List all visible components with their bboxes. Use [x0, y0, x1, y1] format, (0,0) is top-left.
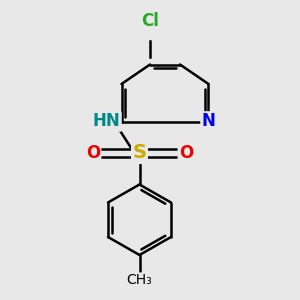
- Text: O: O: [179, 144, 193, 162]
- Text: S: S: [133, 143, 146, 163]
- Text: CH₃: CH₃: [127, 274, 152, 287]
- Text: HN: HN: [93, 112, 120, 130]
- Text: N: N: [202, 112, 215, 130]
- Text: O: O: [86, 144, 100, 162]
- Text: Cl: Cl: [141, 12, 159, 30]
